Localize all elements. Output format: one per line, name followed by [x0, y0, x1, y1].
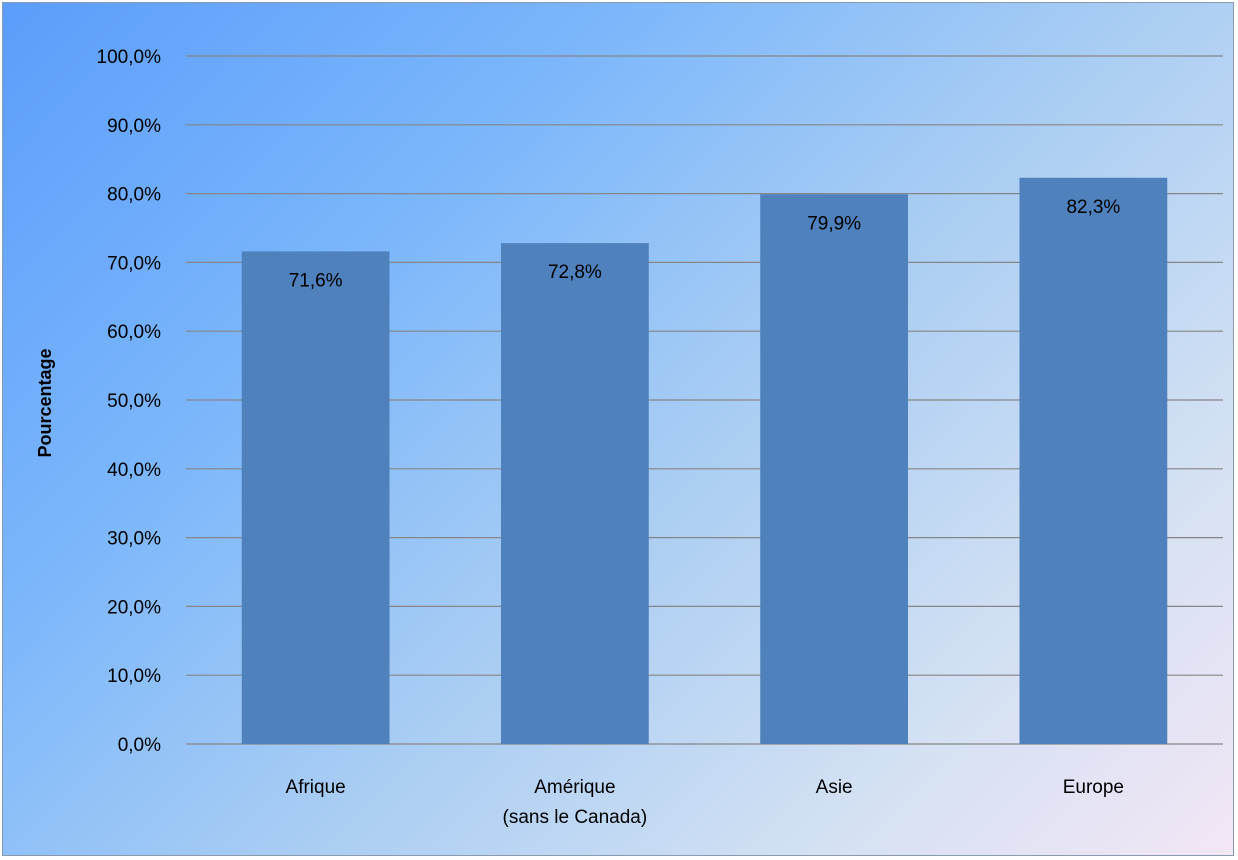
x-category-label: (sans le Canada)	[503, 807, 648, 828]
data-labels: 71,6% 72,8% 79,9% 82,3%	[289, 197, 1121, 292]
y-tick-label: 30,0%	[107, 529, 161, 550]
bar-data-label: 72,8%	[548, 262, 602, 283]
y-tick-label: 90,0%	[107, 116, 161, 137]
y-tick-label: 40,0%	[107, 460, 161, 481]
x-axis-categories: Afrique Amérique (sans le Canada) Asie Europ…	[286, 777, 1124, 828]
bar	[760, 194, 909, 745]
y-tick-label: 20,0%	[107, 597, 161, 618]
x-category-label: Amérique	[534, 777, 615, 798]
bar-data-label: 79,9%	[807, 213, 861, 234]
bar-data-label: 71,6%	[289, 270, 343, 291]
y-tick-label: 50,0%	[107, 391, 161, 412]
bar-chart: 0,0% 10,0% 20,0% 30,0% 40,0% 50,0% 60,0% 70,0% 8…	[35, 47, 1223, 828]
bars	[241, 177, 1168, 745]
y-axis-ticks: 0,0% 10,0% 20,0% 30,0% 40,0% 50,0% 60,0% 70,0% 8…	[97, 47, 162, 756]
bar-data-label: 82,3%	[1066, 197, 1120, 218]
x-category-label: Asie	[816, 777, 853, 798]
y-tick-label: 70,0%	[107, 253, 161, 274]
bar	[500, 243, 649, 745]
y-tick-label: 10,0%	[107, 666, 161, 687]
bar	[1019, 177, 1168, 744]
x-category-label: Europe	[1063, 777, 1124, 798]
y-tick-label: 80,0%	[107, 185, 161, 206]
y-axis-title: Pourcentage	[35, 348, 55, 457]
y-tick-label: 0,0%	[118, 735, 161, 756]
y-tick-label: 60,0%	[107, 322, 161, 343]
bar	[241, 251, 390, 744]
y-tick-label: 100,0%	[97, 47, 162, 68]
x-category-label: Afrique	[286, 777, 346, 798]
